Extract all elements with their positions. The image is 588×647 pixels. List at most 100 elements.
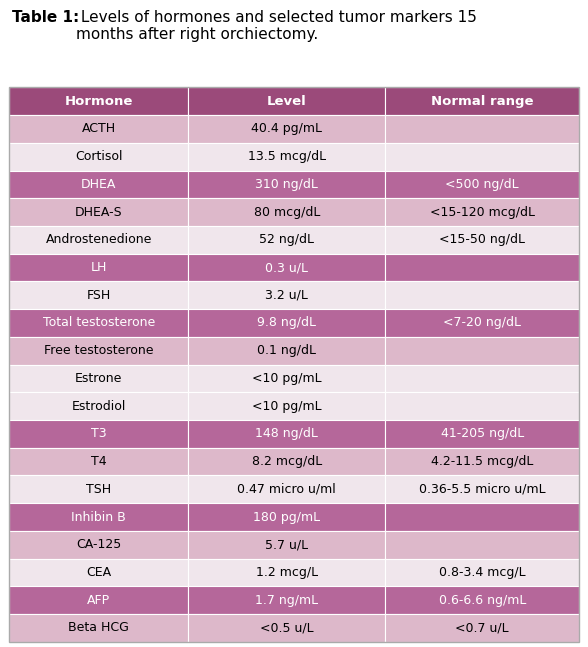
Bar [385, 143, 579, 171]
Bar [189, 254, 385, 281]
Bar [189, 143, 385, 171]
Bar [9, 503, 189, 531]
Text: 52 ng/dL: 52 ng/dL [259, 234, 315, 247]
Bar [9, 87, 579, 642]
Text: ACTH: ACTH [82, 122, 116, 135]
Text: 310 ng/dL: 310 ng/dL [255, 178, 318, 191]
Text: 40.4 pg/mL: 40.4 pg/mL [252, 122, 322, 135]
Text: 5.7 u/L: 5.7 u/L [265, 538, 309, 551]
Text: 180 pg/mL: 180 pg/mL [253, 510, 320, 523]
Bar [189, 198, 385, 226]
Text: Total testosterone: Total testosterone [42, 316, 155, 329]
Text: CEA: CEA [86, 566, 111, 579]
Bar [189, 531, 385, 558]
Bar [9, 281, 189, 309]
Text: Table 1:: Table 1: [12, 10, 79, 25]
Text: Level: Level [267, 94, 307, 107]
Text: Inhibin B: Inhibin B [71, 510, 126, 523]
Bar [385, 586, 579, 614]
Bar [385, 558, 579, 586]
Text: Hormone: Hormone [65, 94, 133, 107]
Bar [9, 392, 189, 420]
Text: Estrone: Estrone [75, 372, 122, 385]
Bar [189, 115, 385, 143]
Text: <15-50 ng/dL: <15-50 ng/dL [439, 234, 525, 247]
Bar [385, 337, 579, 365]
Text: Normal range: Normal range [431, 94, 533, 107]
Bar [9, 171, 189, 198]
Bar [9, 531, 189, 558]
Bar [9, 87, 189, 115]
Text: 1.7 ng/mL: 1.7 ng/mL [255, 594, 319, 607]
Bar [9, 448, 189, 476]
Text: 0.3 u/L: 0.3 u/L [265, 261, 308, 274]
Bar [9, 558, 189, 586]
Bar [189, 226, 385, 254]
Bar [385, 226, 579, 254]
Bar [189, 420, 385, 448]
Text: LH: LH [91, 261, 107, 274]
Text: AFP: AFP [87, 594, 110, 607]
Text: TSH: TSH [86, 483, 111, 496]
Text: Androstenedione: Androstenedione [45, 234, 152, 247]
Bar [189, 337, 385, 365]
Text: 4.2-11.5 mcg/dL: 4.2-11.5 mcg/dL [431, 455, 533, 468]
Text: <15-120 mcg/dL: <15-120 mcg/dL [430, 206, 534, 219]
Bar [385, 198, 579, 226]
Bar [385, 503, 579, 531]
Text: 0.36-5.5 micro u/mL: 0.36-5.5 micro u/mL [419, 483, 546, 496]
Text: <7-20 ng/dL: <7-20 ng/dL [443, 316, 521, 329]
Bar [189, 448, 385, 476]
Bar [385, 392, 579, 420]
Bar [189, 476, 385, 503]
Bar [189, 171, 385, 198]
Bar [189, 309, 385, 337]
Bar [385, 531, 579, 558]
Bar [385, 309, 579, 337]
Bar [9, 115, 189, 143]
Text: Levels of hormones and selected tumor markers 15
months after right orchiectomy.: Levels of hormones and selected tumor ma… [76, 10, 477, 42]
Bar [385, 448, 579, 476]
Text: Cortisol: Cortisol [75, 150, 122, 163]
Bar [9, 143, 189, 171]
Bar [385, 87, 579, 115]
Bar [385, 115, 579, 143]
Text: Estrodiol: Estrodiol [72, 400, 126, 413]
Text: T3: T3 [91, 428, 106, 441]
Bar [9, 337, 189, 365]
Text: 41-205 ng/dL: 41-205 ng/dL [440, 428, 524, 441]
Bar [9, 586, 189, 614]
Text: 0.6-6.6 ng/mL: 0.6-6.6 ng/mL [439, 594, 526, 607]
Text: T4: T4 [91, 455, 106, 468]
Bar [189, 503, 385, 531]
Text: 9.8 ng/dL: 9.8 ng/dL [258, 316, 316, 329]
Text: 1.2 mcg/L: 1.2 mcg/L [256, 566, 318, 579]
Bar [385, 281, 579, 309]
Bar [9, 226, 189, 254]
Text: <0.5 u/L: <0.5 u/L [260, 622, 313, 635]
Bar [385, 171, 579, 198]
Text: 0.8-3.4 mcg/L: 0.8-3.4 mcg/L [439, 566, 526, 579]
Text: CA-125: CA-125 [76, 538, 121, 551]
Bar [385, 254, 579, 281]
Bar [189, 87, 385, 115]
Bar [9, 365, 189, 392]
Bar [9, 309, 189, 337]
Bar [189, 558, 385, 586]
Bar [189, 614, 385, 642]
Bar [189, 365, 385, 392]
Text: <0.7 u/L: <0.7 u/L [456, 622, 509, 635]
Bar [385, 614, 579, 642]
Bar [385, 420, 579, 448]
Text: <10 pg/mL: <10 pg/mL [252, 372, 322, 385]
Bar [189, 392, 385, 420]
Bar [189, 281, 385, 309]
Text: 80 mcg/dL: 80 mcg/dL [253, 206, 320, 219]
Text: FSH: FSH [86, 289, 111, 302]
Text: 8.2 mcg/dL: 8.2 mcg/dL [252, 455, 322, 468]
Text: 13.5 mcg/dL: 13.5 mcg/dL [248, 150, 326, 163]
Bar [9, 254, 189, 281]
Text: Beta HCG: Beta HCG [68, 622, 129, 635]
Bar [9, 614, 189, 642]
Bar [9, 198, 189, 226]
